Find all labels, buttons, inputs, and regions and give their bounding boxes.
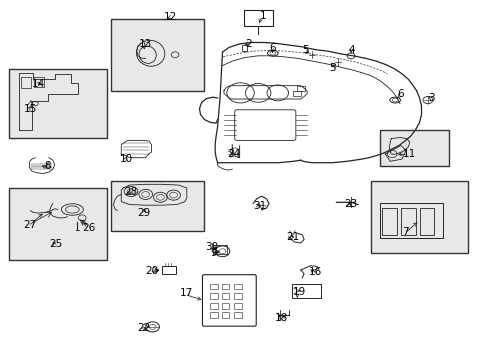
Bar xyxy=(419,208,433,235)
Text: 14: 14 xyxy=(31,78,45,89)
Text: 30: 30 xyxy=(204,242,217,252)
Bar xyxy=(221,293,229,299)
Bar xyxy=(221,312,229,318)
Bar xyxy=(221,303,229,309)
Text: 11: 11 xyxy=(402,149,416,159)
Bar xyxy=(111,181,204,231)
Bar xyxy=(241,45,247,51)
Bar xyxy=(297,86,304,91)
Bar xyxy=(20,77,31,88)
Text: 3: 3 xyxy=(427,93,434,103)
Bar xyxy=(209,312,217,318)
Text: 31: 31 xyxy=(253,201,266,211)
Text: 8: 8 xyxy=(44,161,51,171)
Bar xyxy=(111,181,204,231)
Text: 5: 5 xyxy=(302,45,308,55)
Bar xyxy=(9,188,106,260)
Bar xyxy=(243,10,272,26)
Bar xyxy=(9,69,106,138)
Text: 7: 7 xyxy=(402,227,408,237)
Bar xyxy=(111,19,204,91)
Bar xyxy=(209,303,217,309)
Bar xyxy=(221,284,229,289)
Text: 26: 26 xyxy=(82,222,96,233)
Bar xyxy=(400,208,415,235)
Text: 22: 22 xyxy=(137,323,151,333)
Bar xyxy=(293,91,300,96)
Bar xyxy=(9,69,106,138)
Text: 16: 16 xyxy=(308,267,322,277)
Bar xyxy=(9,188,106,260)
Bar xyxy=(234,312,242,318)
Text: 19: 19 xyxy=(292,287,305,297)
Bar xyxy=(380,130,448,166)
Bar xyxy=(209,284,217,289)
Bar xyxy=(382,208,396,235)
Text: 18: 18 xyxy=(274,312,287,323)
Bar xyxy=(212,245,227,254)
Text: 17: 17 xyxy=(180,288,193,298)
Bar xyxy=(370,181,468,253)
Text: 12: 12 xyxy=(163,12,177,22)
Text: 6: 6 xyxy=(397,89,404,99)
Bar xyxy=(234,284,242,289)
Text: 5: 5 xyxy=(328,63,335,73)
Bar xyxy=(34,77,44,87)
Text: 25: 25 xyxy=(49,239,63,249)
Bar xyxy=(111,19,204,91)
Bar xyxy=(234,293,242,299)
Bar xyxy=(380,130,448,166)
Text: 23: 23 xyxy=(344,199,357,210)
Bar xyxy=(209,293,217,299)
Text: 27: 27 xyxy=(23,220,37,230)
Bar xyxy=(162,266,176,274)
Text: 1: 1 xyxy=(259,11,266,21)
Text: 2: 2 xyxy=(244,39,251,49)
Text: 24: 24 xyxy=(226,149,240,159)
Text: 21: 21 xyxy=(285,232,299,242)
Bar xyxy=(292,284,320,298)
Text: 15: 15 xyxy=(23,104,37,114)
Text: 29: 29 xyxy=(137,208,151,218)
Text: 28: 28 xyxy=(124,186,138,197)
Text: 4: 4 xyxy=(348,45,355,55)
Text: 6: 6 xyxy=(269,42,276,53)
Bar xyxy=(370,181,468,253)
Text: 9: 9 xyxy=(210,248,217,258)
Text: 20: 20 xyxy=(145,266,158,276)
Bar xyxy=(380,203,442,238)
Text: 13: 13 xyxy=(139,39,152,49)
Bar xyxy=(234,303,242,309)
Text: 10: 10 xyxy=(120,154,132,164)
